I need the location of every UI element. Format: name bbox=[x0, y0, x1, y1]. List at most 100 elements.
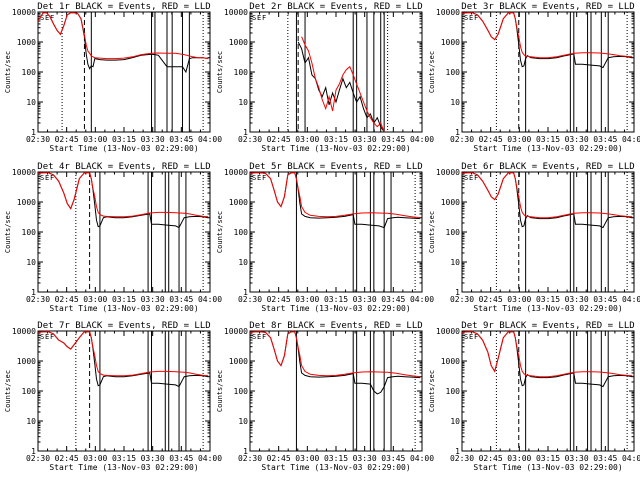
x-tick-label: 02:45 bbox=[55, 454, 79, 463]
y-tick-label: 1 bbox=[455, 128, 460, 137]
panel-1: Det 1r BLACK = Events, RED = LLD 1 10 100 10… bbox=[4, 2, 222, 153]
y-tick-label: 100 bbox=[22, 68, 37, 77]
panel-title: Det 9r BLACK = Events, RED = LLD bbox=[461, 321, 634, 331]
x-tick-label: 02:30 bbox=[26, 295, 50, 304]
lld-series-line bbox=[38, 172, 209, 218]
y-tick-label: 10000 bbox=[12, 327, 36, 336]
y-tick-label: 100 bbox=[22, 228, 37, 237]
x-tick-label: 03:15 bbox=[324, 454, 348, 463]
marker-letter: E bbox=[257, 174, 261, 182]
marker-letter: E bbox=[45, 174, 49, 182]
marker-letter: F bbox=[262, 14, 266, 22]
y-tick-label: 100 bbox=[22, 387, 37, 396]
panel-title: Det 2r BLACK = Events, RED = LLD bbox=[249, 2, 422, 12]
y-tick-label: 100 bbox=[446, 228, 461, 237]
panel-7: Det 7r BLACK = Events, RED = LLD 1 10 100 10… bbox=[4, 321, 222, 472]
x-tick-label: 03:00 bbox=[83, 135, 107, 144]
panel-9: Det 9r BLACK = Events, RED = LLD 1 10 100 10… bbox=[428, 321, 640, 472]
y-tick-label: 1 bbox=[455, 288, 460, 297]
y-tick-label: 10000 bbox=[436, 8, 460, 17]
x-tick-label: 04:00 bbox=[198, 295, 222, 304]
x-tick-label: 03:45 bbox=[381, 295, 405, 304]
y-tick-label: 1000 bbox=[17, 38, 36, 47]
lld-series-line bbox=[462, 172, 633, 219]
marker-letter: E bbox=[469, 333, 473, 341]
x-tick-label: 02:45 bbox=[479, 135, 503, 144]
x-tick-label: 04:00 bbox=[622, 454, 640, 463]
x-tick-label: 04:00 bbox=[410, 135, 434, 144]
events-series-line bbox=[38, 172, 209, 229]
x-tick-label: 03:30 bbox=[141, 295, 165, 304]
y-tick-label: 100 bbox=[446, 387, 461, 396]
x-tick-label: 03:45 bbox=[169, 454, 193, 463]
y-tick-label: 10000 bbox=[436, 327, 460, 336]
x-tick-label: 02:45 bbox=[55, 295, 79, 304]
y-tick-label: 100 bbox=[234, 387, 249, 396]
panel-4: Det 4r BLACK = Events, RED = LLD 1 10 100 10… bbox=[4, 162, 222, 313]
x-tick-label: 04:00 bbox=[622, 135, 640, 144]
x-tick-label: 03:15 bbox=[324, 295, 348, 304]
x-tick-label: 03:30 bbox=[141, 454, 165, 463]
x-tick-label: 03:00 bbox=[295, 295, 319, 304]
events-series-line bbox=[297, 41, 385, 132]
panel-8: Det 8r BLACK = Events, RED = LLD 1 10 100 10… bbox=[216, 321, 434, 472]
panel-title: Det 8r BLACK = Events, RED = LLD bbox=[249, 321, 422, 331]
marker-letter: S bbox=[464, 14, 468, 22]
x-tick-label: 03:15 bbox=[536, 135, 560, 144]
y-tick-label: 10 bbox=[238, 98, 248, 107]
events-series-line bbox=[462, 172, 633, 229]
y-tick-label: 1 bbox=[243, 128, 248, 137]
y-tick-label: 1 bbox=[31, 128, 36, 137]
marker-letter: F bbox=[262, 174, 266, 182]
marker-letter: F bbox=[50, 333, 54, 341]
y-tick-label: 10000 bbox=[436, 168, 460, 177]
y-tick-label: 10000 bbox=[224, 327, 248, 336]
panel-title: Det 4r BLACK = Events, RED = LLD bbox=[37, 162, 210, 172]
y-tick-label: 10 bbox=[238, 417, 248, 426]
y-tick-label: 10 bbox=[26, 98, 36, 107]
x-tick-label: 03:00 bbox=[507, 295, 531, 304]
y-tick-label: 1 bbox=[31, 447, 36, 456]
x-tick-label: 03:15 bbox=[536, 454, 560, 463]
x-tick-label: 03:15 bbox=[112, 295, 136, 304]
x-axis-label: Start Time (13-Nov-03 02:29:00) bbox=[473, 144, 622, 153]
lld-series-line bbox=[38, 331, 209, 377]
x-tick-label: 02:45 bbox=[55, 135, 79, 144]
y-axis-label: Counts/sec bbox=[428, 51, 436, 93]
y-axis-label: Counts/sec bbox=[4, 51, 12, 93]
x-axis-label: Start Time (13-Nov-03 02:29:00) bbox=[261, 463, 410, 472]
x-axis-label: Start Time (13-Nov-03 02:29:00) bbox=[49, 144, 198, 153]
x-tick-label: 04:00 bbox=[622, 295, 640, 304]
y-axis-label: Counts/sec bbox=[428, 211, 436, 253]
marker-letter: S bbox=[252, 174, 256, 182]
y-axis-label: Counts/sec bbox=[4, 211, 12, 253]
y-axis-label: Counts/sec bbox=[428, 370, 436, 412]
x-tick-label: 03:45 bbox=[593, 295, 617, 304]
lld-series-line bbox=[462, 331, 633, 378]
y-tick-label: 1 bbox=[455, 447, 460, 456]
marker-letter: F bbox=[50, 14, 54, 22]
x-axis-label: Start Time (13-Nov-03 02:29:00) bbox=[49, 463, 198, 472]
x-tick-label: 04:00 bbox=[410, 295, 434, 304]
x-tick-label: 03:30 bbox=[565, 295, 589, 304]
marker-letter: S bbox=[464, 333, 468, 341]
y-tick-label: 10 bbox=[26, 417, 36, 426]
x-tick-label: 02:30 bbox=[450, 454, 474, 463]
x-tick-label: 03:30 bbox=[353, 135, 377, 144]
x-tick-label: 03:00 bbox=[507, 454, 531, 463]
x-tick-label: 04:00 bbox=[410, 454, 434, 463]
events-series-line bbox=[462, 12, 633, 69]
panel-title: Det 6r BLACK = Events, RED = LLD bbox=[461, 162, 634, 172]
y-tick-label: 10 bbox=[450, 98, 460, 107]
panel-title: Det 1r BLACK = Events, RED = LLD bbox=[37, 2, 210, 12]
y-tick-label: 1000 bbox=[229, 198, 248, 207]
x-tick-label: 04:00 bbox=[198, 454, 222, 463]
x-axis-label: Start Time (13-Nov-03 02:29:00) bbox=[261, 144, 410, 153]
